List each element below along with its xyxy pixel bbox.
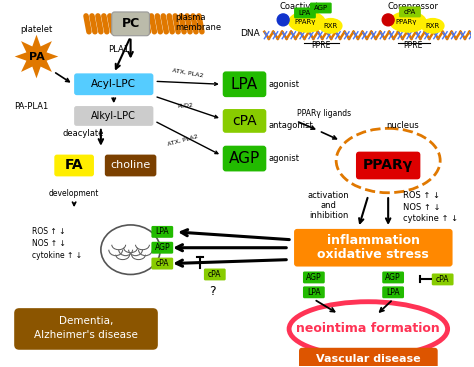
- Text: DNA: DNA: [240, 29, 259, 38]
- Polygon shape: [15, 35, 58, 78]
- FancyBboxPatch shape: [382, 286, 404, 298]
- FancyBboxPatch shape: [74, 106, 154, 126]
- Text: AGP: AGP: [385, 273, 401, 282]
- Text: cPA: cPA: [436, 275, 449, 284]
- Text: activation: activation: [308, 191, 349, 200]
- Text: AGP: AGP: [306, 273, 322, 282]
- Text: PPARγ: PPARγ: [395, 19, 417, 25]
- FancyBboxPatch shape: [151, 226, 173, 238]
- Text: deacylate: deacylate: [63, 129, 104, 138]
- Text: and: and: [321, 201, 337, 210]
- Text: Corepressor: Corepressor: [387, 3, 438, 11]
- Circle shape: [277, 14, 289, 26]
- Text: PPRE: PPRE: [403, 41, 423, 50]
- Text: AGP: AGP: [314, 5, 328, 11]
- Text: Acyl-LPC: Acyl-LPC: [91, 79, 136, 89]
- Text: LPA: LPA: [231, 77, 258, 92]
- FancyBboxPatch shape: [105, 155, 156, 177]
- Text: cytokine ↑ ↓: cytokine ↑ ↓: [32, 251, 82, 260]
- FancyBboxPatch shape: [223, 146, 266, 171]
- FancyBboxPatch shape: [112, 12, 149, 36]
- Text: PA: PA: [28, 51, 45, 62]
- Text: cPA: cPA: [404, 9, 416, 15]
- FancyBboxPatch shape: [151, 258, 173, 269]
- FancyBboxPatch shape: [399, 7, 421, 17]
- Text: cPA: cPA: [155, 259, 169, 268]
- FancyBboxPatch shape: [303, 286, 325, 298]
- Text: antagonist: antagonist: [268, 121, 313, 130]
- Text: NOS ↑ ↓: NOS ↑ ↓: [403, 203, 440, 212]
- FancyBboxPatch shape: [432, 273, 454, 286]
- Text: PC: PC: [121, 17, 140, 30]
- Text: neointima formation: neointima formation: [296, 323, 440, 335]
- Ellipse shape: [336, 128, 440, 193]
- Text: RXR: RXR: [426, 23, 440, 29]
- Text: Vascular disease: Vascular disease: [316, 354, 420, 364]
- FancyBboxPatch shape: [151, 242, 173, 254]
- Text: inflammation: inflammation: [327, 234, 420, 247]
- Text: LPA: LPA: [307, 288, 321, 297]
- Text: PPARγ: PPARγ: [294, 19, 316, 25]
- Text: LPA: LPA: [386, 288, 400, 297]
- Text: PPRE: PPRE: [311, 41, 330, 50]
- Text: PPARγ: PPARγ: [363, 159, 413, 172]
- Text: Alzheimer's disease: Alzheimer's disease: [34, 330, 138, 340]
- Text: choline: choline: [110, 160, 151, 171]
- Text: platelet: platelet: [20, 25, 53, 34]
- FancyBboxPatch shape: [74, 73, 154, 95]
- FancyBboxPatch shape: [294, 7, 316, 18]
- Text: Coactivator: Coactivator: [280, 3, 328, 11]
- Ellipse shape: [289, 302, 447, 356]
- FancyBboxPatch shape: [294, 229, 453, 266]
- Text: inhibition: inhibition: [309, 211, 348, 219]
- Ellipse shape: [101, 225, 160, 275]
- Text: cPA: cPA: [232, 114, 257, 128]
- Ellipse shape: [319, 18, 343, 34]
- Text: ROS ↑ ↓: ROS ↑ ↓: [403, 191, 440, 200]
- Text: agonist: agonist: [268, 80, 299, 89]
- Text: NOS ↑ ↓: NOS ↑ ↓: [32, 239, 65, 248]
- FancyBboxPatch shape: [223, 109, 266, 133]
- Text: ?: ?: [210, 285, 216, 298]
- Text: ATX, PLA2: ATX, PLA2: [172, 68, 204, 79]
- FancyBboxPatch shape: [299, 348, 438, 367]
- FancyBboxPatch shape: [356, 152, 420, 179]
- Text: FA: FA: [65, 159, 83, 172]
- FancyBboxPatch shape: [303, 272, 325, 283]
- Text: LPA: LPA: [155, 228, 169, 236]
- Text: Alkyl-LPC: Alkyl-LPC: [91, 111, 136, 121]
- Text: PLD2: PLD2: [177, 103, 193, 109]
- Text: cPA: cPA: [208, 270, 221, 279]
- Text: development: development: [49, 189, 100, 198]
- Text: agonist: agonist: [268, 154, 299, 163]
- Text: ROS ↑ ↓: ROS ↑ ↓: [32, 228, 65, 236]
- FancyBboxPatch shape: [14, 308, 158, 350]
- Text: PA-PLA1: PA-PLA1: [14, 102, 48, 110]
- Text: oxidative stress: oxidative stress: [318, 248, 429, 261]
- Text: RXR: RXR: [324, 23, 338, 29]
- Text: AGP: AGP: [155, 243, 170, 252]
- Text: cytokine ↑ ↓: cytokine ↑ ↓: [403, 214, 458, 224]
- Text: membrane: membrane: [175, 23, 221, 32]
- Ellipse shape: [421, 18, 445, 34]
- FancyBboxPatch shape: [204, 269, 226, 280]
- Ellipse shape: [288, 11, 326, 33]
- Text: PPARγ ligands: PPARγ ligands: [297, 109, 351, 119]
- FancyBboxPatch shape: [55, 155, 94, 177]
- Circle shape: [382, 14, 394, 26]
- Ellipse shape: [389, 11, 427, 33]
- FancyBboxPatch shape: [382, 272, 404, 283]
- Text: plasma: plasma: [175, 13, 206, 22]
- Text: nucleus: nucleus: [387, 121, 419, 130]
- FancyBboxPatch shape: [223, 72, 266, 97]
- Text: LPA: LPA: [299, 10, 311, 16]
- FancyBboxPatch shape: [310, 3, 332, 14]
- Text: ATX, PLA2: ATX, PLA2: [167, 134, 199, 147]
- Text: Dementia,: Dementia,: [59, 316, 113, 326]
- Text: PLA1: PLA1: [108, 45, 129, 54]
- Text: AGP: AGP: [229, 151, 260, 166]
